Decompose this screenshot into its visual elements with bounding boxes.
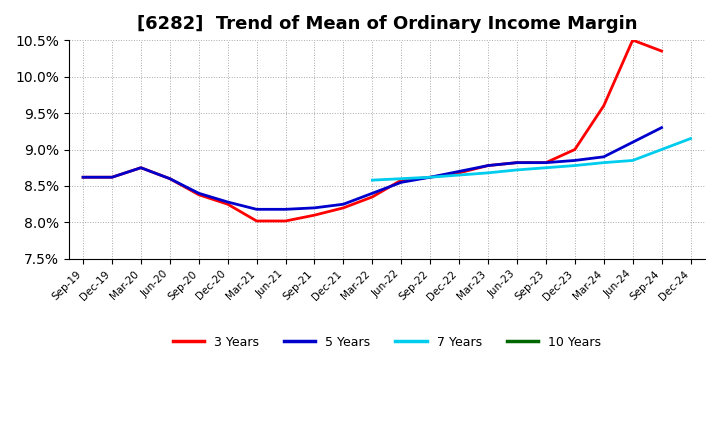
Legend: 3 Years, 5 Years, 7 Years, 10 Years: 3 Years, 5 Years, 7 Years, 10 Years — [168, 331, 606, 354]
3 Years — [282, 218, 290, 224]
5 Years — [368, 191, 377, 196]
7 Years — [686, 136, 695, 141]
3 Years — [513, 160, 521, 165]
7 Years — [657, 147, 666, 152]
5 Years — [339, 202, 348, 207]
3 Years — [137, 165, 145, 170]
7 Years — [455, 172, 464, 178]
7 Years — [570, 163, 579, 168]
5 Years — [570, 158, 579, 163]
5 Years — [513, 160, 521, 165]
3 Years — [426, 175, 434, 180]
5 Years — [629, 139, 637, 145]
3 Years — [368, 194, 377, 200]
3 Years — [252, 218, 261, 224]
7 Years — [484, 170, 492, 176]
Line: 7 Years: 7 Years — [372, 139, 690, 180]
3 Years — [629, 37, 637, 43]
5 Years — [426, 175, 434, 180]
5 Years — [194, 191, 203, 196]
5 Years — [223, 199, 232, 205]
7 Years — [368, 177, 377, 183]
5 Years — [166, 176, 174, 181]
5 Years — [282, 207, 290, 212]
3 Years — [657, 48, 666, 54]
7 Years — [426, 175, 434, 180]
3 Years — [166, 176, 174, 181]
5 Years — [541, 160, 550, 165]
5 Years — [78, 175, 87, 180]
3 Years — [310, 213, 319, 218]
3 Years — [339, 205, 348, 210]
Title: [6282]  Trend of Mean of Ordinary Income Margin: [6282] Trend of Mean of Ordinary Income … — [137, 15, 637, 33]
5 Years — [137, 165, 145, 170]
7 Years — [513, 167, 521, 172]
7 Years — [397, 176, 405, 181]
3 Years — [600, 103, 608, 108]
3 Years — [108, 175, 117, 180]
5 Years — [484, 163, 492, 168]
5 Years — [310, 205, 319, 210]
3 Years — [194, 192, 203, 198]
3 Years — [570, 147, 579, 152]
3 Years — [484, 163, 492, 168]
Line: 3 Years: 3 Years — [83, 40, 662, 221]
5 Years — [657, 125, 666, 130]
7 Years — [600, 160, 608, 165]
5 Years — [455, 169, 464, 174]
3 Years — [223, 202, 232, 207]
5 Years — [600, 154, 608, 159]
5 Years — [108, 175, 117, 180]
3 Years — [78, 175, 87, 180]
3 Years — [397, 177, 405, 183]
7 Years — [541, 165, 550, 170]
5 Years — [397, 180, 405, 185]
Line: 5 Years: 5 Years — [83, 128, 662, 209]
3 Years — [541, 160, 550, 165]
5 Years — [252, 207, 261, 212]
3 Years — [455, 170, 464, 176]
7 Years — [629, 158, 637, 163]
